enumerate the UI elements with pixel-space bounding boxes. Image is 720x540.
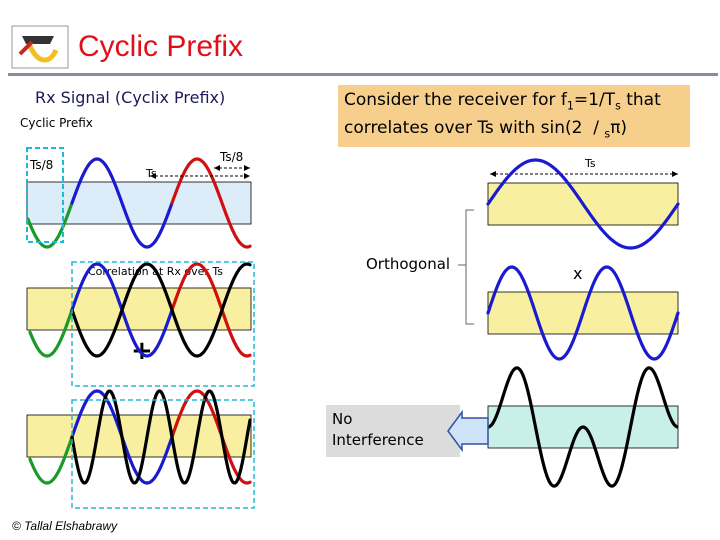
consider-sub-1: 1 (566, 99, 574, 113)
copyright-notice: © Tallal Elshabrawy (12, 519, 118, 533)
ts-over-8-left-label: Ts/8 (30, 158, 54, 172)
rx-signal-heading: Rx Signal (Cyclix Prefix) (35, 88, 226, 107)
wave-blue-double (486, 265, 680, 361)
no-interference-box: No Interference (326, 405, 460, 457)
formula-a: sin(2 (540, 118, 583, 139)
cyclic-prefix-highlight (26, 147, 64, 243)
panel-correlation-2 (26, 414, 252, 458)
wave-red-next (170, 157, 252, 249)
wave-black-ref-1 (70, 262, 252, 358)
receiver-description-box: Consider the receiver for f1=1/Ts that c… (338, 85, 690, 147)
cyclic-prefix-label: Cyclic Prefix (20, 116, 93, 130)
ts-mid-label: Ts (146, 167, 157, 180)
wave-blue-basis (486, 158, 680, 250)
correlation-window-2 (71, 399, 255, 509)
orthogonal-label: Orthogonal (366, 255, 451, 273)
correlation-window-1 (71, 261, 255, 387)
wave-green-cp-2 (28, 308, 74, 358)
no-interference-line2: Interference (332, 431, 424, 449)
ts-arrow-left-head-left (150, 173, 156, 179)
no-interference-line1: No (332, 410, 353, 428)
ts-right-label: Ts (585, 157, 596, 170)
wave-red-next-3 (170, 389, 252, 485)
university-logo-icon (10, 24, 70, 70)
multiply-sign: x (573, 264, 583, 283)
formula-sub: s (604, 127, 611, 141)
wave-product (487, 366, 679, 488)
no-interference-arrow-icon (447, 409, 489, 453)
formula-c: π) (610, 118, 628, 139)
panel-correlation-1 (26, 287, 252, 331)
wave-blue-symbol (70, 157, 174, 249)
wave-green-cp-3 (28, 435, 74, 485)
panel-rx-signal (26, 181, 252, 225)
orthogonal-bracket (465, 209, 474, 325)
page-title: Cyclic Prefix (78, 30, 244, 63)
ts8-arrow-right-head-right (244, 165, 250, 171)
wave-black-ref-2 (70, 389, 252, 485)
consider-sub-2: s (615, 99, 621, 113)
ts-arrow-right-col-head-right (672, 171, 678, 177)
consider-text-4: correlates over Ts with (344, 118, 541, 139)
ts-arrow-left-head-right (244, 173, 250, 179)
wave-red-next-2 (170, 262, 252, 358)
consider-text-1: Consider the receiver for f (344, 90, 567, 110)
title-divider (8, 73, 718, 76)
wave-green-cp (26, 201, 74, 249)
ts8-arrow-right-head-left (214, 165, 220, 171)
consider-text-3: that (620, 90, 661, 110)
consider-text-2: =1/T (573, 90, 616, 110)
ts-arrow-right-col-head-left (490, 171, 496, 177)
ts-over-8-right-label: Ts/8 (220, 150, 244, 164)
formula-b: / (593, 118, 600, 139)
